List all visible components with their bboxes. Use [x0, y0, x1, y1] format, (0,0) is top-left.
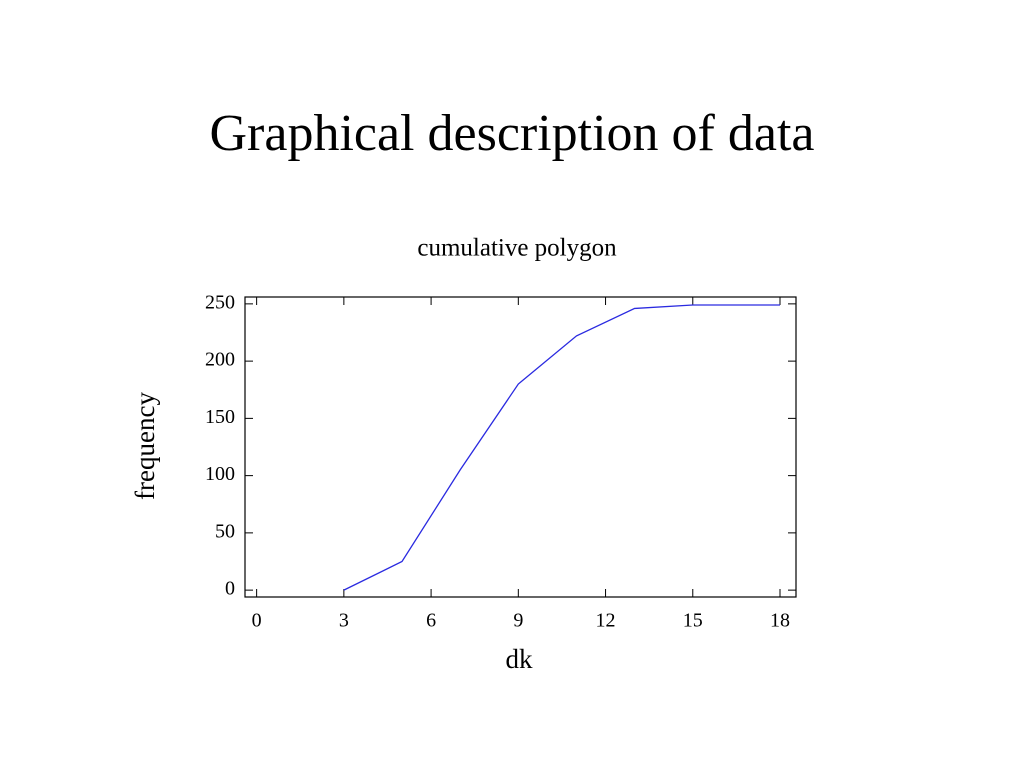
x-tick-label: 9 [513, 610, 523, 632]
data-line [343, 304, 781, 591]
x-tick-label: 12 [596, 610, 616, 632]
chart-title: cumulative polygon [417, 235, 617, 262]
y-tick-label: 150 [205, 406, 235, 428]
y-tick-label: 250 [205, 291, 235, 313]
plot-frame [244, 296, 797, 598]
x-tick-label: 6 [426, 610, 436, 632]
y-axis-label: frequency [130, 392, 160, 500]
y-tick-label: 0 [225, 578, 235, 600]
y-tick-label: 200 [205, 349, 235, 371]
x-tick-label: 0 [252, 610, 262, 632]
x-tick-label: 15 [683, 610, 703, 632]
y-tick-label: 100 [205, 463, 235, 485]
x-tick-label: 18 [770, 610, 790, 632]
y-tick-label: 50 [215, 520, 235, 542]
x-axis-label: dk [506, 644, 534, 674]
slide-title: Graphical description of data [210, 105, 815, 162]
x-tick-label: 3 [339, 610, 349, 632]
